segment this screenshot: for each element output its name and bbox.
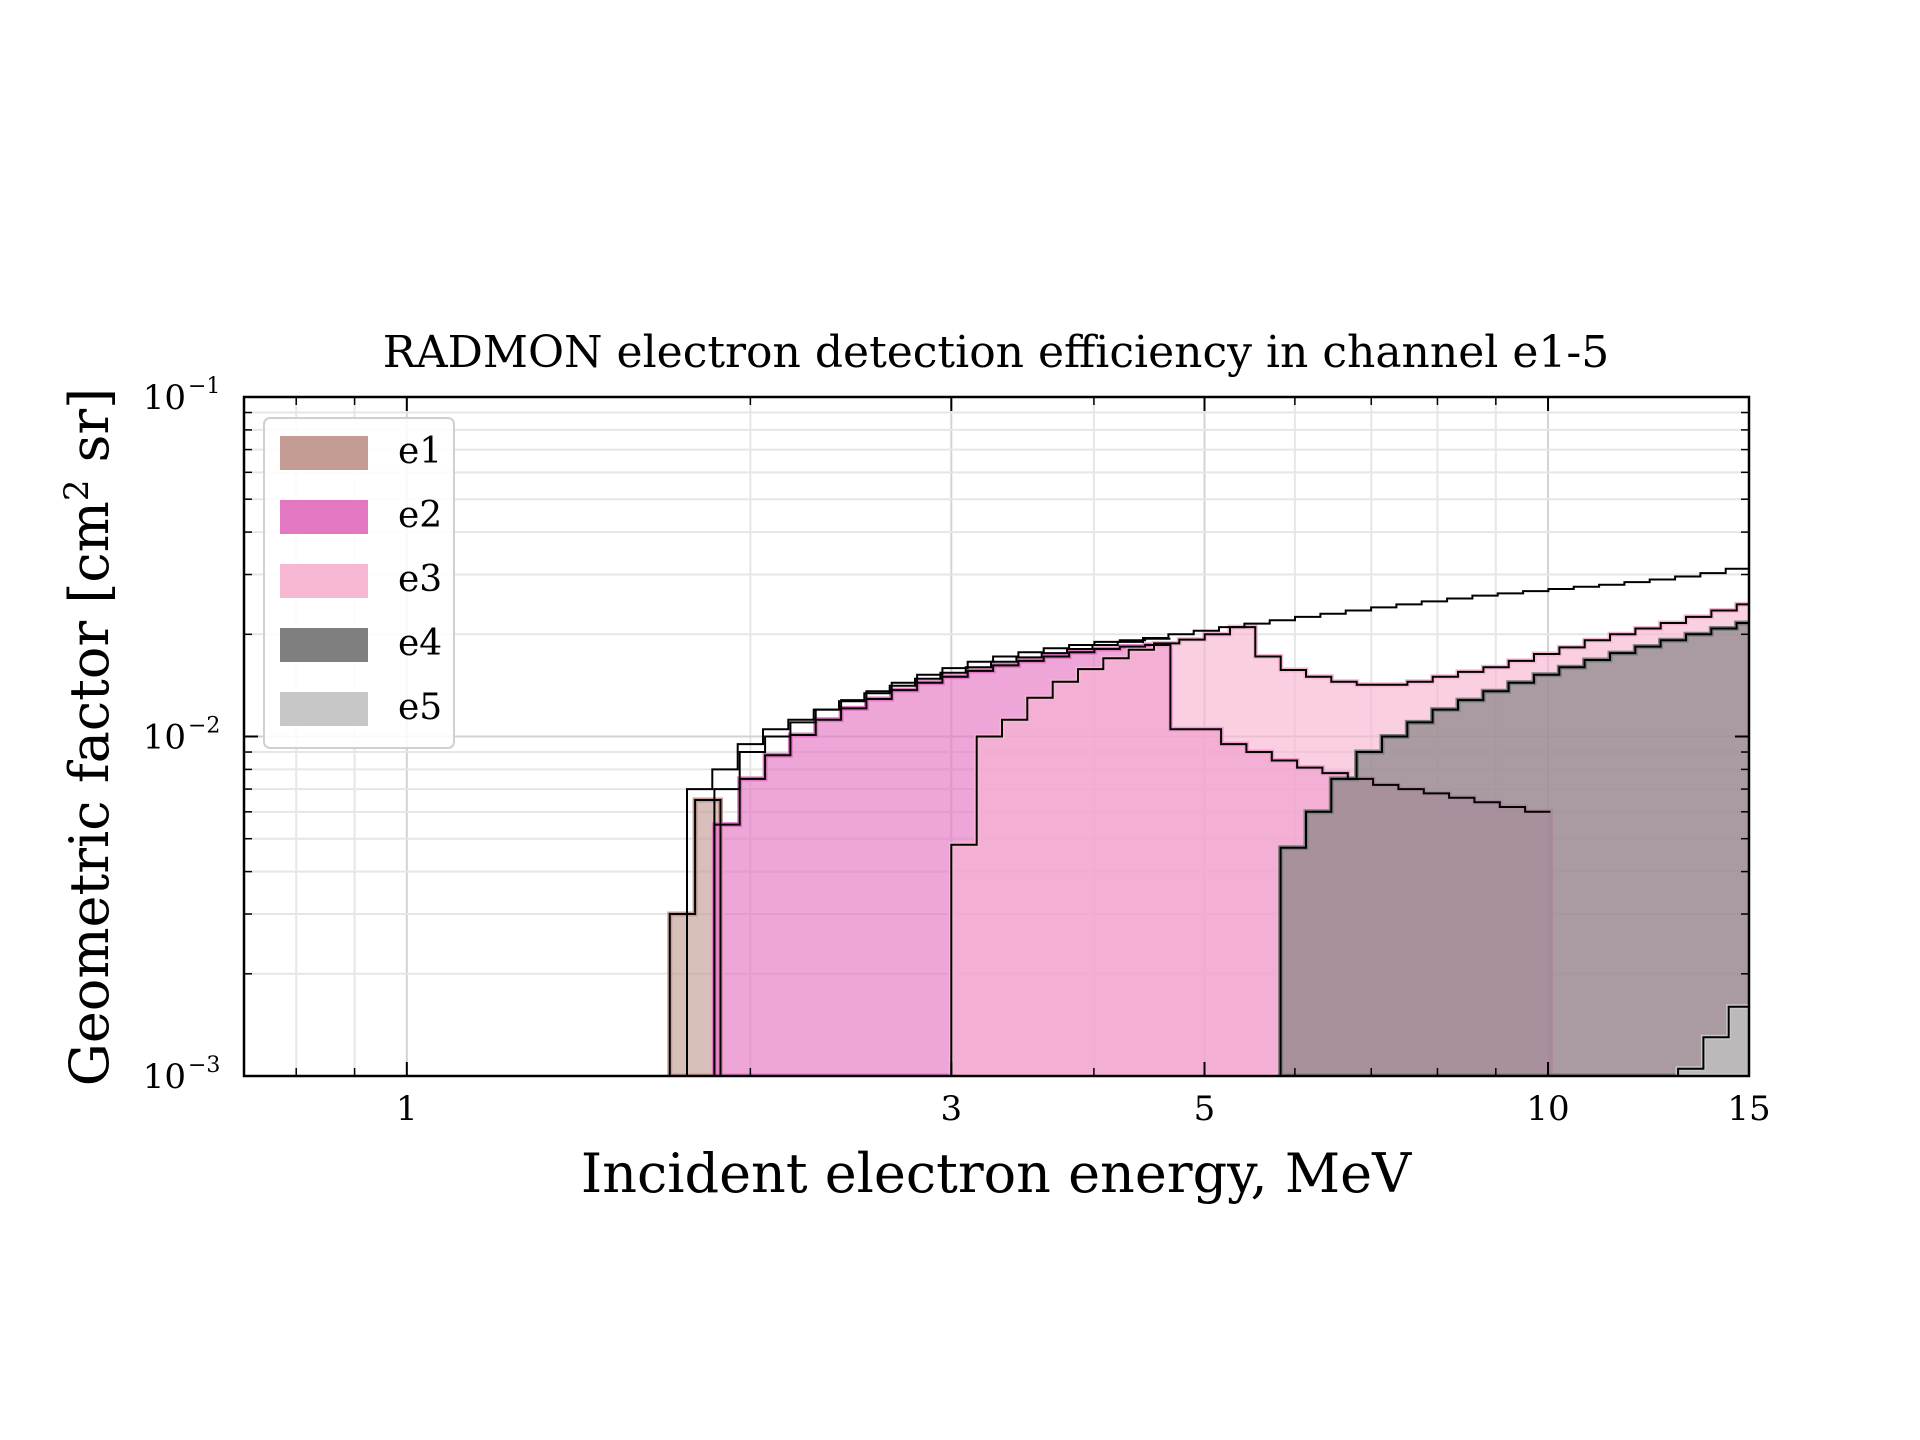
y-axis-label-sup: 2: [57, 480, 97, 502]
legend-swatch-e3: [280, 564, 368, 598]
axis-ticks: [244, 396, 1750, 1077]
series-outlines: [668, 567, 1749, 1076]
total-step-line: [686, 567, 1749, 1076]
series-outline-e1: [668, 799, 722, 1076]
legend: e1 e2 e3 e4 e5: [263, 417, 455, 749]
x-tick-label: 10: [1526, 1089, 1569, 1129]
series-fills: [667, 601, 1749, 1076]
legend-swatch-e5: [280, 692, 368, 726]
chart-title: RADMON electron detection efficiency in …: [383, 327, 1609, 378]
y-tick-label: 10: [143, 1057, 186, 1097]
legend-label-e4: e4: [398, 623, 442, 664]
x-tick-labels: 1 3 5 10 15: [396, 1089, 1771, 1129]
y-tick-labels: 10−310−210−1: [143, 374, 221, 1097]
x-tick-label: 15: [1727, 1089, 1770, 1129]
y-tick-label: 10: [143, 718, 186, 758]
y-tick-exponent: −1: [188, 374, 220, 399]
series-outline-e3: [950, 603, 1749, 1076]
y-axis-label: Geometric factor [cm2 sr]: [57, 388, 121, 1087]
legend-swatch-e2: [280, 500, 368, 534]
y-tick-label: 10: [143, 378, 186, 418]
x-axis-label: Incident electron energy, MeV: [581, 1142, 1412, 1205]
legend-label-e5: e5: [398, 687, 442, 728]
y-tick-exponent: −2: [188, 714, 220, 739]
y-axis-label-main: Geometric factor [cm: [58, 501, 121, 1086]
legend-label-e3: e3: [398, 559, 442, 600]
series-outline-e4: [1279, 622, 1749, 1076]
x-tick-label: 3: [940, 1089, 962, 1129]
y-tick-exponent: −3: [188, 1053, 220, 1078]
legend-label-e2: e2: [398, 495, 442, 536]
legend-label-e1: e1: [398, 431, 442, 472]
legend-swatch-e1: [280, 436, 368, 470]
x-tick-label: 1: [396, 1089, 418, 1129]
y-axis-label-tail: sr]: [58, 388, 121, 480]
series-outline-e5: [1677, 1005, 1749, 1076]
series-fill-e4: [1278, 620, 1749, 1076]
legend-swatch-e4: [280, 628, 368, 662]
x-tick-label: 5: [1194, 1089, 1216, 1129]
